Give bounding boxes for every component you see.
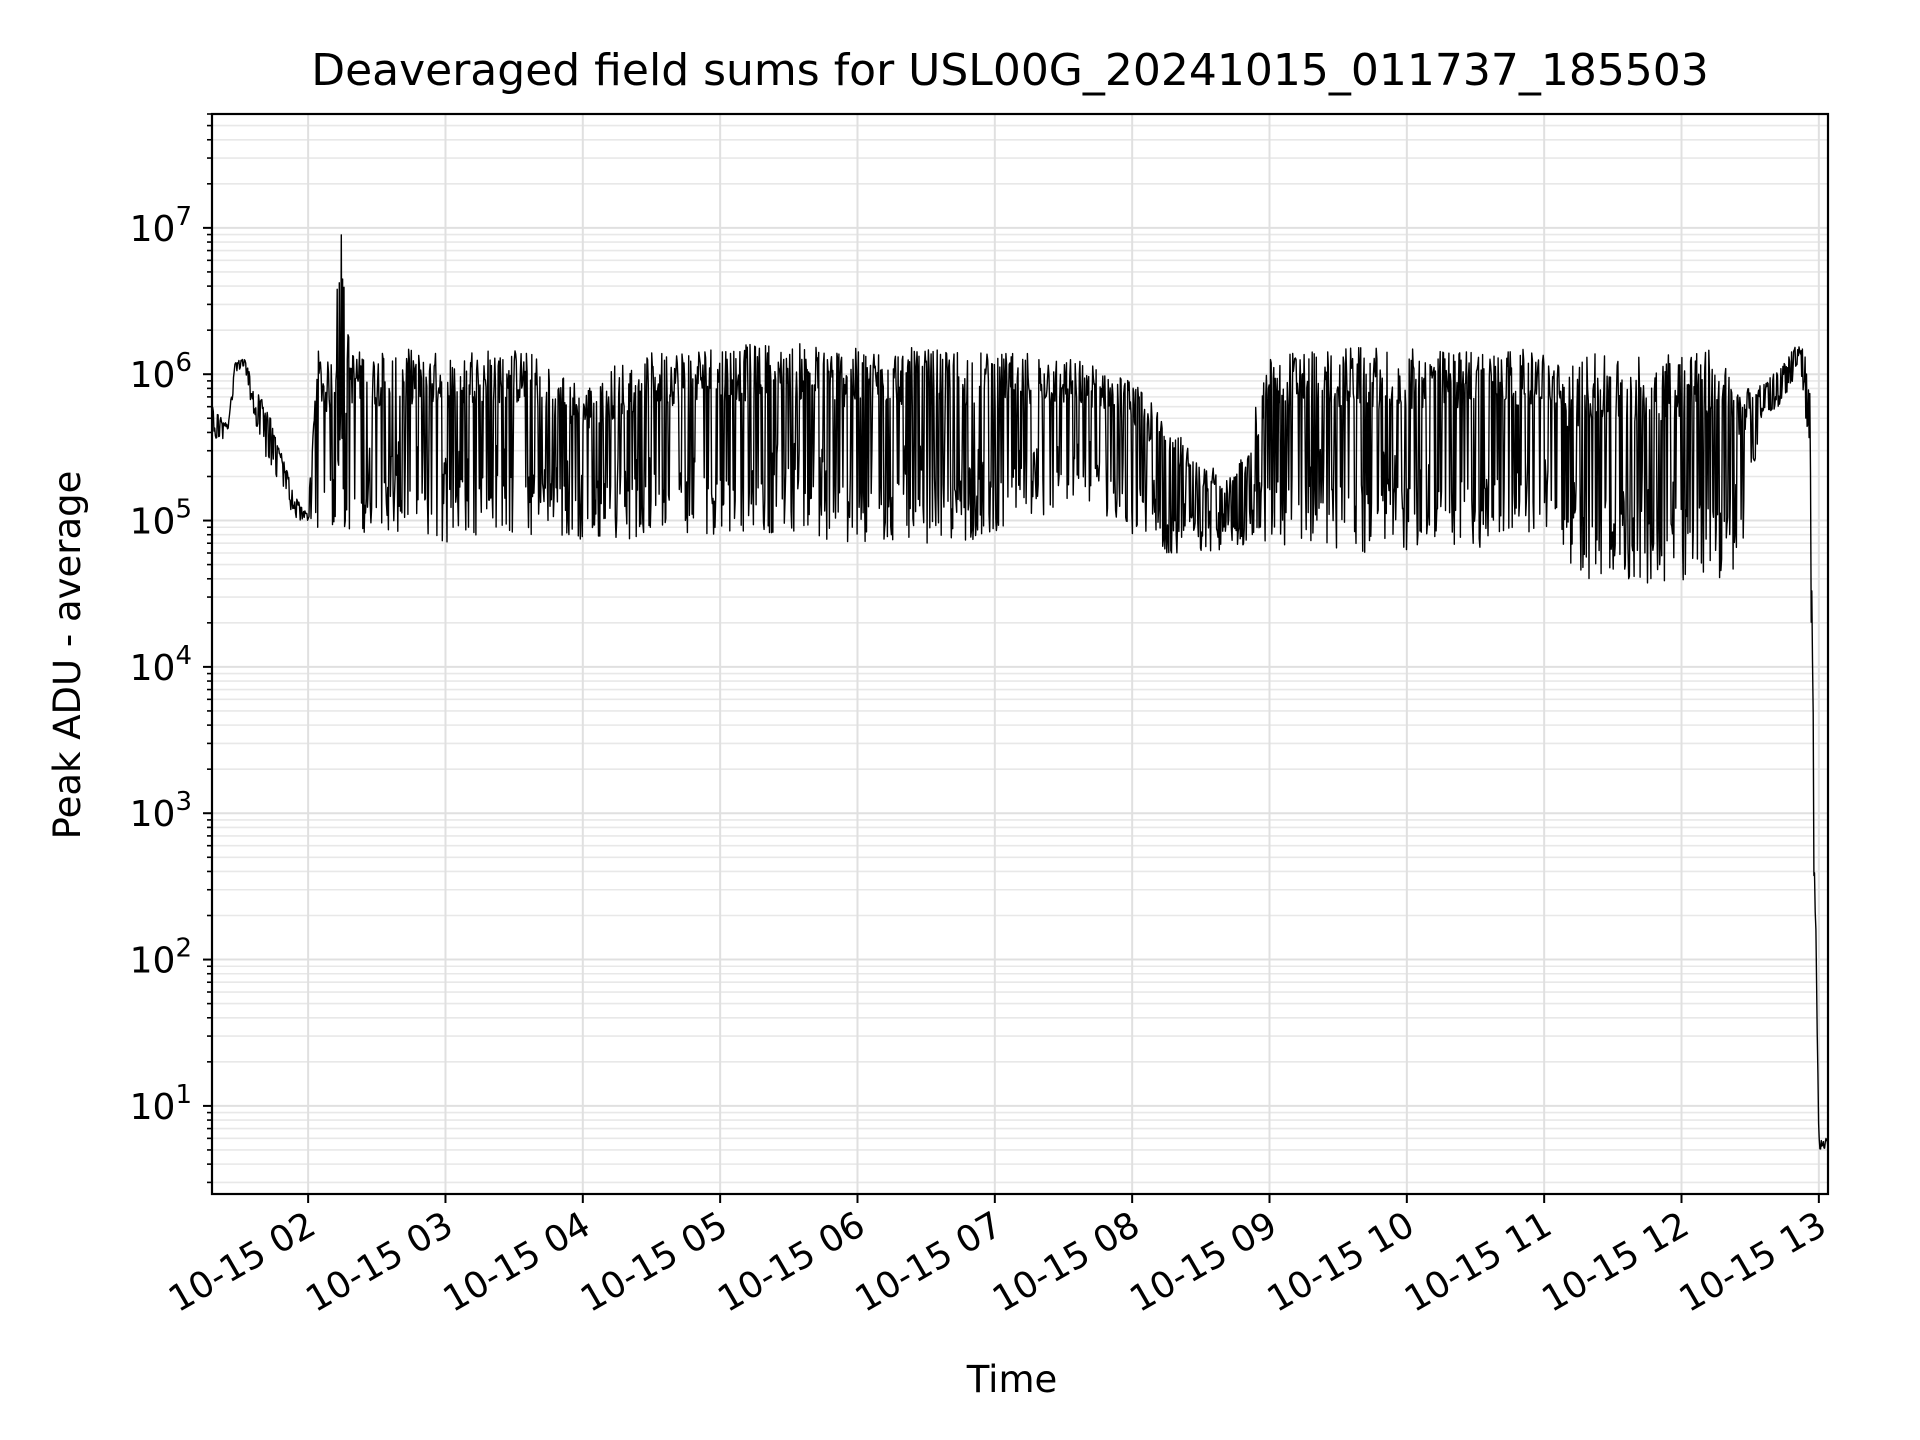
y-tick-label: 106 (130, 348, 192, 396)
plot-frame (210, 112, 1830, 1196)
grid-lines (212, 113, 1828, 1194)
chart-title: Deaveraged field sums for USL00G_2024101… (311, 45, 1709, 96)
y-tick-label: 103 (130, 787, 192, 835)
y-tick-label: 107 (130, 202, 192, 250)
y-tick-label: 104 (130, 641, 192, 689)
y-tick-label: 105 (130, 495, 192, 543)
x-axis-label: Time (966, 1358, 1058, 1401)
y-axis-label: Peak ADU - average (46, 471, 89, 840)
y-tick-label: 101 (130, 1080, 192, 1128)
y-tick-label: 102 (130, 934, 192, 982)
data-series (211, 234, 1829, 1150)
series-line (211, 234, 1829, 1150)
